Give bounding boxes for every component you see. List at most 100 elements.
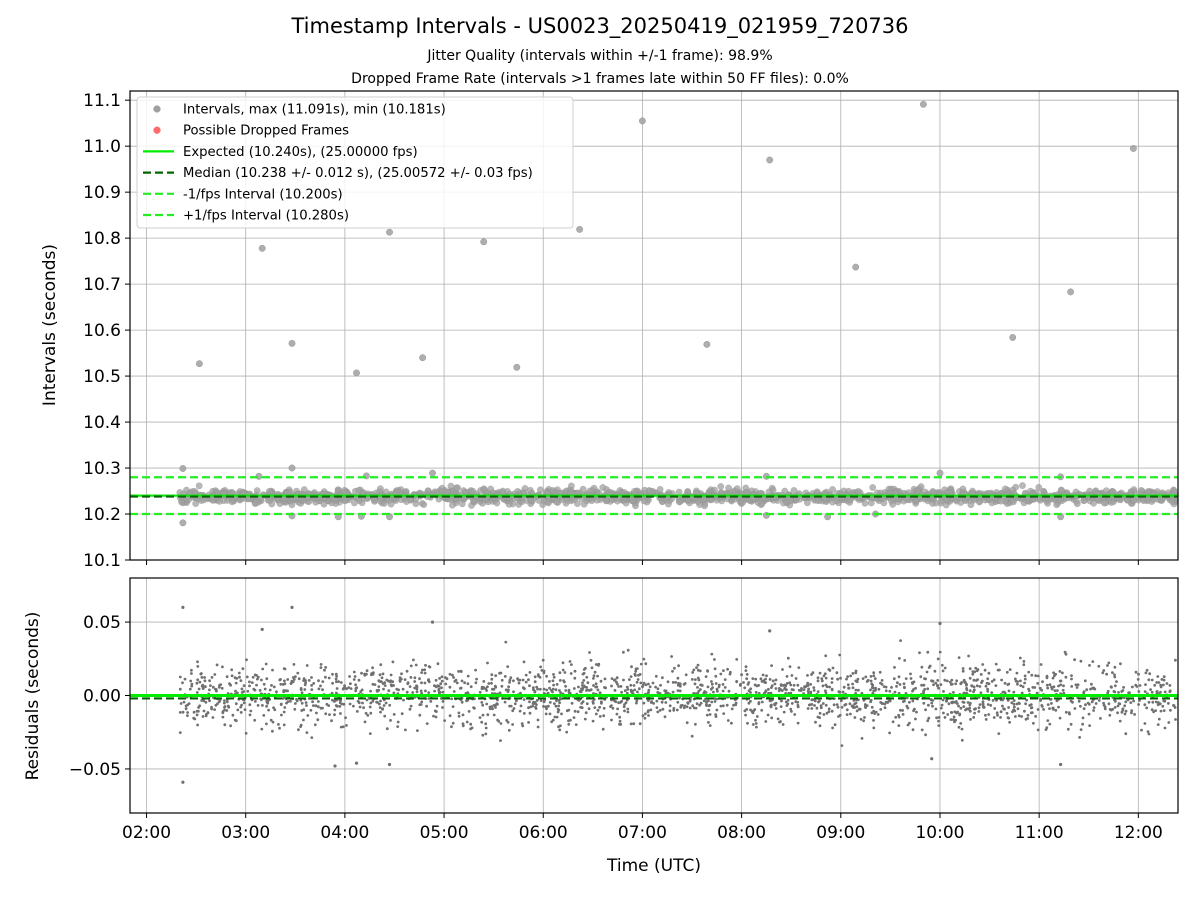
residual-point [654,674,658,678]
residual-point [960,727,964,731]
residual-point [279,682,283,686]
residual-point [871,691,875,695]
residual-point [984,713,987,717]
residual-point [331,698,334,702]
interval-point [920,100,927,108]
residual-point [656,687,660,691]
residual-point [283,667,287,671]
residual-point [811,698,815,702]
residual-point [600,700,603,704]
residual-point [1144,683,1147,686]
residual-point [773,703,777,707]
residual-point [646,709,650,712]
residual-point [962,705,966,708]
residual-point [430,620,435,624]
residual-point [679,705,683,709]
residual-point [924,733,927,737]
residual-point [670,655,673,658]
residual-point [522,660,526,664]
residual-point [773,682,777,686]
residual-point [965,691,969,695]
residual-point [1059,679,1063,683]
residual-point [909,677,913,680]
residual-point [348,675,351,678]
residual-point [812,686,816,689]
residual-point [519,691,522,695]
residual-point [1154,709,1157,712]
residual-point [676,689,680,692]
residual-point [1174,718,1177,721]
residual-point [382,687,385,691]
residual-point [714,674,718,678]
residual-point [435,704,439,708]
residual-point [366,714,370,717]
residual-point [1064,675,1068,679]
residual-point [357,678,361,682]
residual-point [656,710,660,714]
residual-point [405,690,409,694]
residual-point [1003,691,1007,695]
interval-point [766,156,774,164]
residual-point [897,715,901,719]
residual-point [1033,686,1037,689]
residual-point [912,680,916,684]
residual-point [481,703,485,707]
interval-point [265,487,273,495]
residual-point [593,670,597,674]
residual-point [765,674,768,678]
residual-point [1113,675,1117,679]
residual-point [569,718,572,722]
residual-point [357,701,361,705]
interval-point [195,360,203,368]
interval-point [1108,488,1116,495]
residual-point [354,689,358,693]
residual-point [830,687,834,691]
residual-point [1052,685,1056,689]
residual-point [995,711,999,715]
residual-point [1068,712,1071,716]
residual-point [658,708,662,712]
residual-point [862,719,865,723]
residual-point [806,681,810,685]
residual-point [532,702,536,705]
residual-point [1071,700,1074,704]
residual-point [1022,663,1026,667]
residual-point [949,711,953,714]
residual-point [352,670,356,674]
residual-point [189,679,193,683]
residual-point [243,708,247,711]
residual-point [677,664,680,668]
residual-point [392,691,396,695]
residual-point [635,699,639,703]
residual-point [613,689,617,692]
residual-point [306,714,310,717]
residual-point [710,652,714,656]
residual-point [310,684,313,687]
residual-point [972,678,976,682]
residual-point [420,700,424,704]
intervals-axes-frame [129,90,1179,561]
residual-point [369,711,373,715]
x-tick-label: 07:00 [618,823,667,843]
residual-point [986,677,990,681]
legend-label: Median (10.238 +/- 0.012 s), (25.00572 +… [183,166,533,181]
residual-point [668,704,672,708]
residual-point [968,701,972,705]
residual-point [490,677,494,681]
residual-point [203,679,207,683]
residual-point [413,680,417,683]
residual-point [706,685,710,689]
residual-point [1081,716,1085,720]
residual-point [1131,685,1134,689]
residual-point [195,691,199,694]
residual-point [528,684,531,688]
residual-point [789,691,793,695]
residual-point [570,663,573,666]
interval-point [711,486,718,494]
residual-point [622,650,625,654]
residual-point [547,704,550,708]
interval-point [341,497,349,505]
residual-point [836,677,839,681]
residual-point [250,681,254,684]
